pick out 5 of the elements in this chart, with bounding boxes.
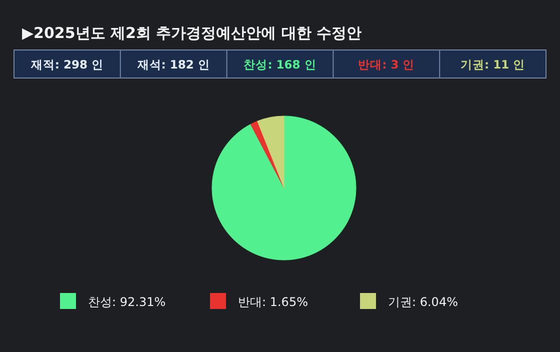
legend-label: 기권: 6.04% (388, 295, 458, 309)
header: 재적: 298 인 재석: 182 인 찬성: 168 인 반대: 3 인 기권: 11 인 (14, 50, 546, 78)
chart-title: ▶2025년도 제2회 추가경정예산안에 대한 수정안 (22, 24, 362, 42)
legend-label: 반대: 1.65% (238, 295, 308, 309)
legend-label: 찬성: 92.31% (88, 295, 166, 309)
